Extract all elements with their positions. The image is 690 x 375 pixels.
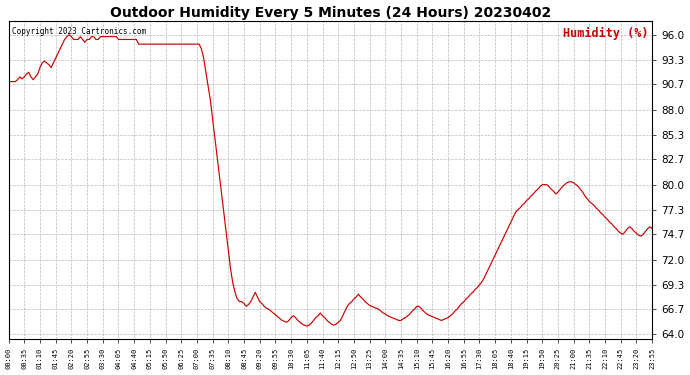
Text: Humidity (%): Humidity (%) — [564, 27, 649, 40]
Text: Copyright 2023 Cartronics.com: Copyright 2023 Cartronics.com — [12, 27, 146, 36]
Title: Outdoor Humidity Every 5 Minutes (24 Hours) 20230402: Outdoor Humidity Every 5 Minutes (24 Hou… — [110, 6, 551, 20]
